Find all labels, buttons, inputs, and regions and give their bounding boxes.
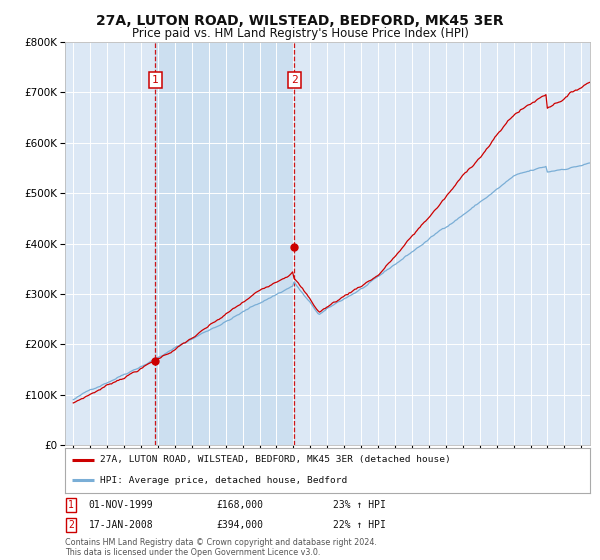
Text: 1: 1 bbox=[152, 75, 158, 85]
Text: £168,000: £168,000 bbox=[216, 500, 263, 510]
Text: £394,000: £394,000 bbox=[216, 520, 263, 530]
Text: 2: 2 bbox=[291, 75, 298, 85]
Text: 1: 1 bbox=[68, 500, 74, 510]
Text: 01-NOV-1999: 01-NOV-1999 bbox=[89, 500, 154, 510]
Text: 22% ↑ HPI: 22% ↑ HPI bbox=[333, 520, 386, 530]
Text: Contains HM Land Registry data © Crown copyright and database right 2024.
This d: Contains HM Land Registry data © Crown c… bbox=[65, 538, 377, 557]
Text: HPI: Average price, detached house, Bedford: HPI: Average price, detached house, Bedf… bbox=[101, 476, 348, 485]
Text: 27A, LUTON ROAD, WILSTEAD, BEDFORD, MK45 3ER: 27A, LUTON ROAD, WILSTEAD, BEDFORD, MK45… bbox=[96, 14, 504, 28]
Text: Price paid vs. HM Land Registry's House Price Index (HPI): Price paid vs. HM Land Registry's House … bbox=[131, 27, 469, 40]
Bar bbox=[155, 42, 294, 445]
Text: 17-JAN-2008: 17-JAN-2008 bbox=[89, 520, 154, 530]
Text: 27A, LUTON ROAD, WILSTEAD, BEDFORD, MK45 3ER (detached house): 27A, LUTON ROAD, WILSTEAD, BEDFORD, MK45… bbox=[101, 455, 451, 464]
Text: 23% ↑ HPI: 23% ↑ HPI bbox=[333, 500, 386, 510]
Text: 2: 2 bbox=[68, 520, 74, 530]
